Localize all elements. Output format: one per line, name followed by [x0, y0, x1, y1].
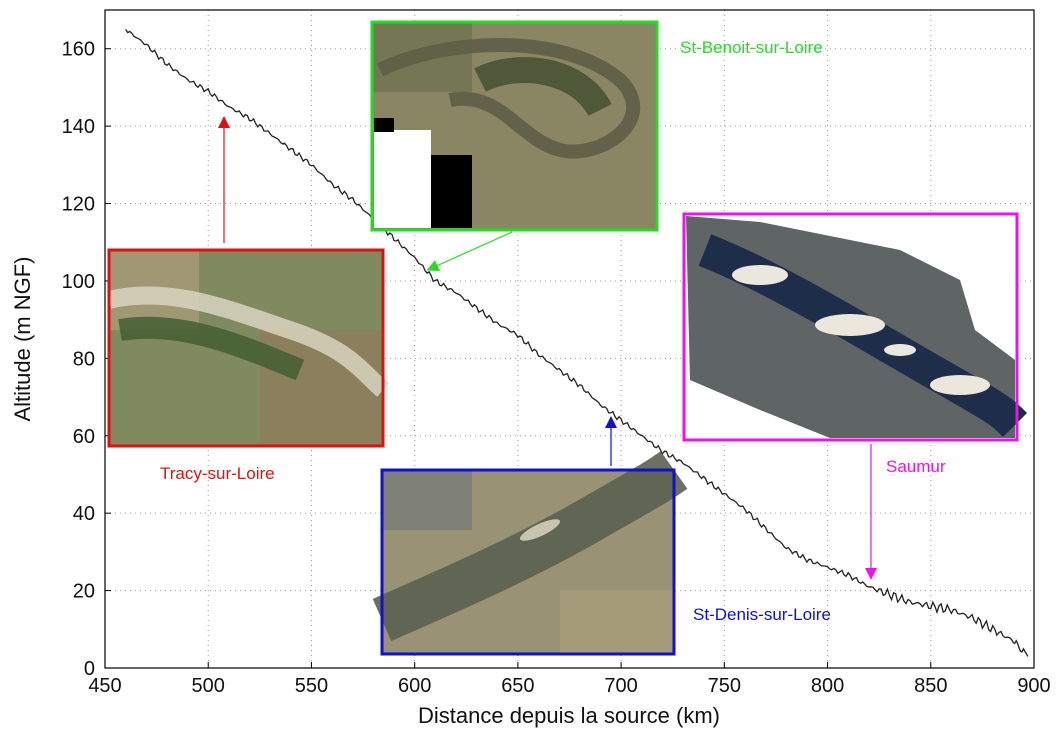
y-tick-label: 20: [73, 581, 95, 603]
aerial-photo-st-denis: [372, 451, 688, 656]
label-st-benoit-sur-loire: St-Benoit-sur-Loire: [680, 38, 823, 57]
plot-frame: [104, 9, 1035, 669]
y-tick-label: 40: [73, 503, 95, 525]
x-tick-label: 850: [914, 675, 947, 697]
y-tick-label: 0: [84, 658, 95, 680]
x-axis-title: Distance depuis la source (km): [418, 703, 720, 728]
y-tick-label: 140: [62, 116, 95, 138]
x-tick-label: 550: [295, 675, 328, 697]
altitude-series-line: [125, 29, 1029, 657]
x-tick-label: 800: [811, 675, 844, 697]
x-tick-label: 700: [604, 675, 637, 697]
label-saumur: Saumur: [886, 457, 946, 476]
x-tick-label: 750: [708, 675, 741, 697]
x-tick-label: 900: [1017, 675, 1050, 697]
x-tick-label: 650: [501, 675, 534, 697]
x-tick-label: 600: [398, 675, 431, 697]
x-tick-label: 450: [88, 675, 121, 697]
y-tick-label: 100: [62, 271, 95, 293]
y-tick-label: 120: [62, 194, 95, 216]
label-tracy-sur-loire: Tracy-sur-Loire: [160, 464, 275, 483]
aerial-photo-saumur: [682, 212, 1028, 442]
y-tick-label: 80: [73, 348, 95, 370]
aerial-photo-tracy: [106, 248, 389, 448]
y-axis-title: Altitude (m NGF): [10, 256, 35, 421]
x-tick-label: 500: [192, 675, 225, 697]
y-tick-label: 60: [73, 426, 95, 448]
st-benoit-arrow: [426, 231, 513, 272]
y-tick-label: 160: [62, 39, 95, 61]
label-st-denis-sur-loire: St-Denis-sur-Loire: [693, 605, 831, 624]
axis-ticks: 450 500 550 600 650 700 750 800 850 900 0 20 40 60 80 1…: [62, 39, 1051, 697]
aerial-photo-st-benoit: [370, 20, 659, 232]
